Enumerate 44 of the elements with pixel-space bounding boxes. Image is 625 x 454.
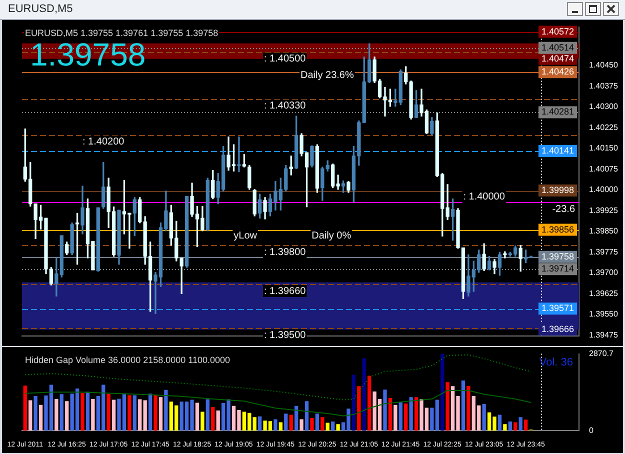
y-tick-label: 1.40300 <box>589 102 618 112</box>
ref-line-label: 1.39714 <box>541 264 574 274</box>
annotation: Vol. 36 <box>539 356 573 368</box>
ref-line-label: 1.39571 <box>541 303 574 314</box>
y-tick-label: 2870.7 <box>589 349 614 358</box>
annotation: 1.39758 <box>30 36 146 73</box>
annotation: -23.6 <box>552 204 576 216</box>
y-tick-label: 1.39550 <box>589 310 618 319</box>
annotation: Daily 23.6% <box>300 70 354 81</box>
band-label: 1.40474 <box>541 53 574 64</box>
y-tick-label: 1.39475 <box>589 330 618 340</box>
annotation: yLow <box>234 230 258 242</box>
ref-line-label: 1.39856 <box>541 224 574 234</box>
annotation: : 1.40000 <box>463 192 506 203</box>
annotation: : 1.40200 <box>82 136 125 148</box>
annotation: : 1.40500 <box>264 53 306 64</box>
y-tick-label: 1.40375 <box>589 81 618 90</box>
y-tick-label: 1.39850 <box>589 226 618 236</box>
y-tick-label: 1.40150 <box>589 144 618 153</box>
ref-line-label: 1.40426 <box>541 66 574 77</box>
ref-line-label: 1.40141 <box>541 145 574 156</box>
y-tick-label: 1.39925 <box>589 206 618 215</box>
ref-line-label: 1.39998 <box>541 185 574 196</box>
ref-line-label: 1.39758 <box>541 251 574 262</box>
ref-line-label: 1.40281 <box>541 106 574 117</box>
chart-title: Hidden Gap Volume 36.0000 2158.0000 1100.0000 <box>25 354 230 365</box>
y-tick-label: 1.40225 <box>589 122 618 132</box>
y-tick-label: 1.40000 <box>589 185 618 194</box>
y-tick-label: 1.39625 <box>589 288 618 298</box>
y-tick-label: 1.40450 <box>589 60 618 70</box>
annotation: : 1.39800 <box>264 247 306 258</box>
band-label: 1.39666 <box>541 324 574 334</box>
y-tick-label: 1.39775 <box>589 247 618 256</box>
text: EURUSD,M5 <box>8 3 73 15</box>
y-tick-label: 1.40075 <box>589 164 618 174</box>
ref-line-label: 1.40514 <box>541 42 574 52</box>
y-tick-label: 0 <box>589 426 594 435</box>
chart-title: EURUSD,M5 1.39755 1.39761 1.39755 1.39758 <box>25 28 218 38</box>
annotation: Daily 0% <box>312 230 352 242</box>
y-tick-label: 1.39700 <box>589 268 618 278</box>
ref-line-label: 1.40572 <box>541 26 574 36</box>
annotation: : 1.39500 <box>264 330 306 342</box>
annotation: : 1.39660 <box>264 286 306 297</box>
annotation: : 1.40330 <box>264 100 306 112</box>
